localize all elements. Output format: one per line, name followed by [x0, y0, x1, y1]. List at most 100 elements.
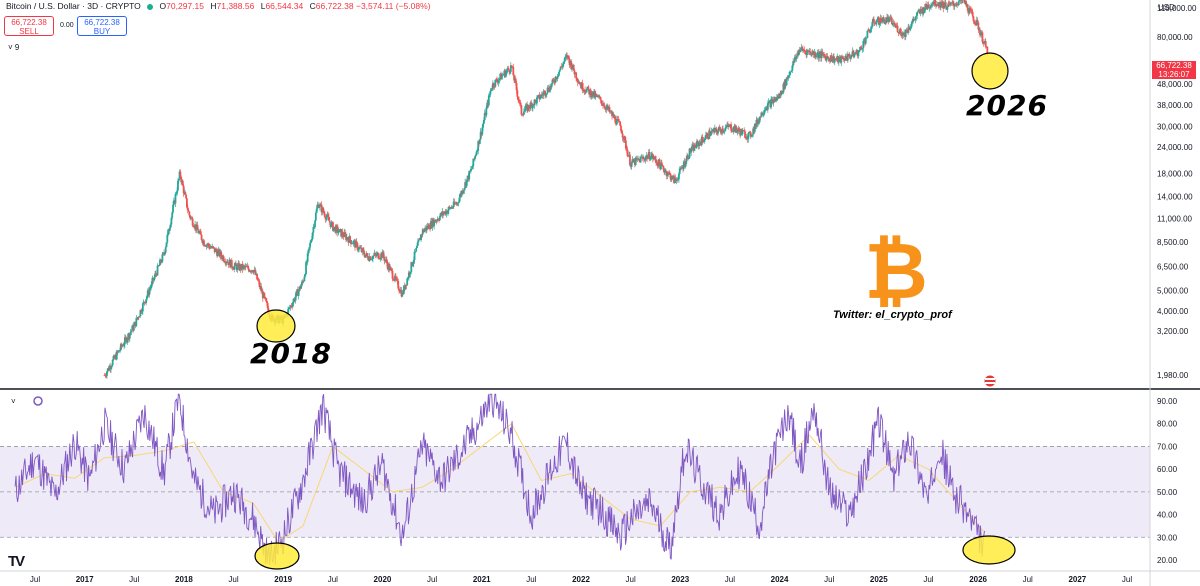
candle-body: [821, 51, 824, 55]
candle-body: [505, 70, 508, 73]
candle-body: [791, 65, 794, 71]
buy-button[interactable]: 66,722.38 BUY: [77, 16, 127, 36]
candle-body: [855, 53, 857, 55]
candle-body: [811, 52, 813, 56]
candle-body: [358, 247, 361, 249]
candle-body: [611, 111, 613, 117]
candle-body: [377, 253, 380, 259]
candle-body: [976, 20, 979, 23]
symbol-header: Bitcoin / U.S. Dollar · 3D · CRYPTO O70,…: [6, 1, 431, 11]
candle-body: [483, 112, 486, 121]
candle-body: [308, 247, 311, 250]
candle-body: [476, 150, 479, 152]
candle-body: [256, 273, 258, 280]
candle-body: [145, 299, 148, 304]
candle-body: [438, 216, 441, 221]
candle-body: [143, 301, 146, 303]
candle-body: [873, 19, 875, 24]
candle-body: [192, 225, 195, 227]
candle-body: [678, 173, 680, 180]
candle-body: [110, 367, 112, 370]
tradingview-logo[interactable]: TV: [8, 553, 25, 570]
candle-body: [336, 226, 339, 233]
candle-body: [478, 139, 481, 145]
candle-body: [655, 162, 658, 164]
flag-stripe: [985, 382, 995, 384]
candle-body: [957, 1, 960, 6]
candle-body: [518, 102, 521, 104]
sell-button[interactable]: 66,722.38 SELL: [4, 16, 54, 36]
time-tick-label: 2026: [969, 575, 987, 584]
candle-body: [438, 219, 440, 221]
time-tick-label: Jul: [923, 575, 933, 584]
candle-body: [957, 4, 959, 6]
candle-body: [488, 94, 491, 96]
candle-body: [835, 59, 838, 60]
candle-body: [379, 258, 382, 260]
candle-body: [763, 109, 766, 114]
candle-body: [616, 119, 618, 125]
candle-body: [302, 281, 305, 282]
candle-body: [407, 272, 410, 279]
candle-body: [315, 208, 318, 213]
candle-body: [291, 306, 294, 307]
time-tick-label: 2018: [175, 575, 193, 584]
candle-body: [590, 95, 593, 98]
candle-body: [294, 296, 297, 301]
indicators-toggle[interactable]: ˅ 9: [8, 43, 20, 52]
candle-body: [608, 107, 611, 112]
candle-body: [605, 107, 608, 110]
candle-body: [130, 330, 133, 333]
candle-body: [401, 291, 404, 297]
candle-body: [627, 155, 630, 157]
candle-body: [170, 217, 173, 225]
candle-body: [140, 310, 143, 313]
candle-body: [651, 154, 654, 159]
candle-body: [123, 337, 126, 345]
candle-body: [612, 113, 615, 118]
candle-body: [696, 141, 699, 143]
time-tick-label: Jul: [725, 575, 735, 584]
highlight-circle: [254, 542, 300, 570]
candle-body: [248, 268, 250, 272]
year-2026-label: 2026: [966, 89, 1048, 122]
candle-body: [362, 248, 365, 251]
candle-body: [554, 76, 557, 83]
candle-body: [905, 29, 908, 33]
candle-body: [475, 151, 478, 155]
candle-body: [494, 79, 497, 87]
candle-body: [952, 1, 954, 4]
candle-body: [730, 124, 733, 131]
candle-body: [505, 72, 507, 77]
candle-body: [247, 266, 249, 269]
candle-body: [785, 77, 788, 86]
candle-body: [393, 280, 396, 281]
candle-body: [350, 240, 352, 244]
candle-body: [956, 3, 959, 5]
candle-body: [185, 194, 187, 199]
candle-body: [688, 148, 691, 159]
candle-body: [533, 99, 536, 106]
candle-body: [715, 128, 718, 132]
candle-body: [447, 210, 449, 214]
candle-body: [761, 112, 764, 116]
candle-body: [869, 29, 872, 33]
rsi-pane[interactable]: [0, 388, 1200, 565]
candle-body: [599, 96, 602, 101]
sell-price: 66,722.38: [11, 18, 47, 27]
candle-body: [254, 269, 257, 275]
close-value: 66,722.38: [315, 1, 354, 11]
candle-body: [617, 119, 620, 122]
candle-body: [669, 174, 672, 181]
price-tick-label: 6,500.00: [1157, 262, 1189, 271]
currency-label[interactable]: USD: [1158, 3, 1175, 12]
candle-body: [770, 99, 773, 108]
candle-body: [731, 131, 734, 132]
candle-body: [515, 83, 518, 91]
high-value: 71,388.56: [216, 1, 255, 11]
rsi-tick-label: 20.00: [1157, 556, 1178, 565]
candle-body: [514, 78, 517, 84]
candle-body: [890, 17, 892, 19]
